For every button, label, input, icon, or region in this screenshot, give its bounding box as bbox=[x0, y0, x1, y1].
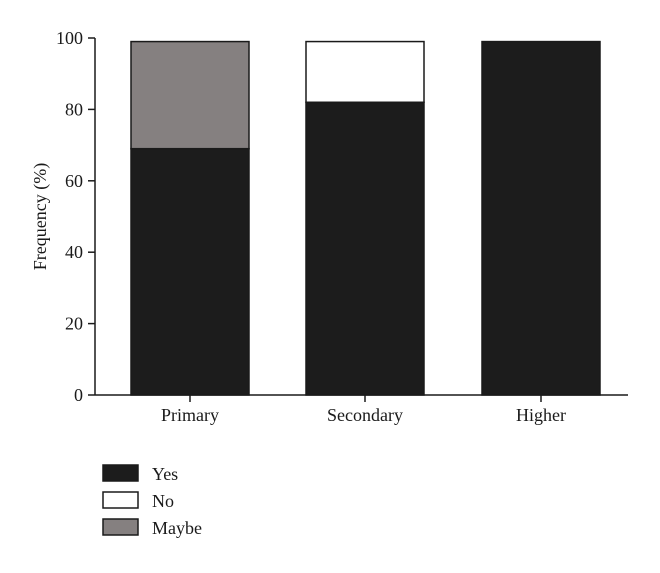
x-tick-label-primary: Primary bbox=[161, 405, 219, 425]
legend-label-no: No bbox=[152, 491, 174, 511]
legend-swatch-no bbox=[102, 491, 139, 509]
y-tick-label: 60 bbox=[65, 171, 83, 191]
bar-secondary-no bbox=[305, 40, 425, 104]
axes-group bbox=[94, 38, 628, 396]
x-ticks-group: Primary Secondary Higher bbox=[161, 395, 566, 425]
bar-primary-maybe bbox=[130, 40, 250, 150]
y-ticks-group: 0 20 40 60 80 100 bbox=[56, 28, 95, 405]
y-tick-label: 40 bbox=[65, 242, 83, 262]
legend: Yes No Maybe bbox=[102, 464, 202, 538]
legend-label-maybe: Maybe bbox=[152, 518, 202, 538]
y-tick-label: 0 bbox=[74, 385, 83, 405]
x-tick-label-higher: Higher bbox=[516, 405, 566, 425]
bar-secondary-yes bbox=[305, 101, 425, 396]
x-tick-label-secondary: Secondary bbox=[327, 405, 403, 425]
legend-swatch-yes bbox=[102, 464, 139, 482]
bar-primary-yes bbox=[130, 147, 250, 396]
legend-swatch-maybe bbox=[102, 518, 139, 536]
bar-higher-yes bbox=[481, 40, 601, 396]
y-tick-label: 80 bbox=[65, 99, 83, 119]
legend-label-yes: Yes bbox=[152, 464, 178, 484]
y-tick-label: 100 bbox=[56, 28, 83, 48]
bars-group bbox=[130, 40, 601, 396]
y-axis-title: Frequency (%) bbox=[30, 163, 51, 270]
y-tick-label: 20 bbox=[65, 314, 83, 334]
